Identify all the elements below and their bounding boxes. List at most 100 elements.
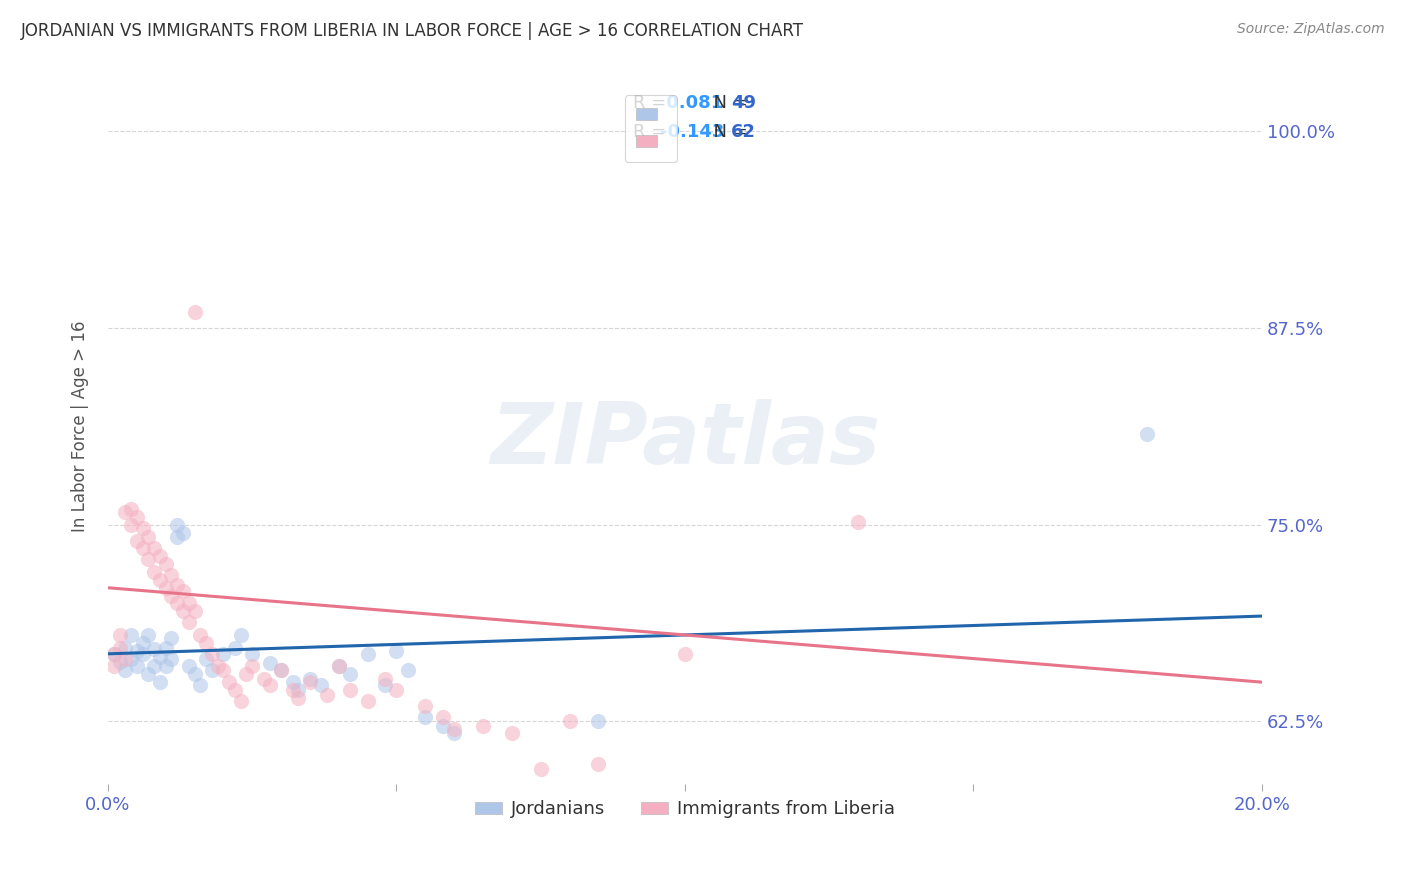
Point [259, 678, 281, 692]
Point [120, 517, 142, 532]
Point [356, 694, 378, 708]
Point [183, 667, 205, 681]
Point [443, 723, 465, 737]
Point [432, 719, 454, 733]
Point [160, 651, 183, 665]
Point [138, 530, 160, 544]
Point [443, 725, 465, 739]
Point [149, 650, 172, 665]
Point [108, 628, 131, 642]
Point [149, 573, 172, 587]
Text: 49: 49 [731, 94, 756, 112]
Point [1135, 426, 1157, 441]
Point [120, 628, 142, 642]
Point [143, 659, 166, 673]
Point [212, 663, 235, 677]
Point [281, 683, 304, 698]
Point [160, 589, 183, 603]
Point [287, 683, 309, 698]
Text: Source: ZipAtlas.com: Source: ZipAtlas.com [1237, 22, 1385, 37]
Point [143, 541, 166, 556]
Point [201, 647, 224, 661]
Point [166, 530, 188, 544]
Point [218, 675, 240, 690]
Point [166, 577, 188, 591]
Point [103, 659, 125, 673]
Point [160, 631, 183, 645]
Point [530, 762, 553, 776]
Point [125, 533, 148, 548]
Point [287, 690, 309, 705]
Point [328, 659, 350, 673]
Point [155, 640, 177, 655]
Point [149, 675, 172, 690]
Point [131, 521, 153, 535]
Point [235, 667, 257, 681]
Point [103, 647, 125, 661]
Point [125, 510, 148, 524]
Point [125, 659, 148, 673]
Point [207, 659, 229, 673]
Point [396, 663, 419, 677]
Point [183, 305, 205, 319]
Point [224, 640, 246, 655]
Point [177, 659, 200, 673]
Point [108, 640, 131, 655]
Point [253, 672, 276, 686]
Point [356, 647, 378, 661]
Point [188, 628, 211, 642]
Text: R =: R = [633, 122, 672, 141]
Point [281, 675, 304, 690]
Point [501, 725, 523, 739]
Point [588, 756, 610, 771]
Point [374, 672, 396, 686]
Y-axis label: In Labor Force | Age > 16: In Labor Force | Age > 16 [72, 321, 89, 533]
Point [673, 647, 696, 661]
Point [114, 505, 136, 519]
Point [138, 552, 160, 566]
Point [229, 694, 252, 708]
Point [114, 651, 136, 665]
Text: -0.143: -0.143 [659, 122, 724, 141]
Point [339, 683, 361, 698]
Point [316, 688, 339, 702]
Point [172, 583, 194, 598]
Text: JORDANIAN VS IMMIGRANTS FROM LIBERIA IN LABOR FORCE | AGE > 16 CORRELATION CHART: JORDANIAN VS IMMIGRANTS FROM LIBERIA IN … [21, 22, 804, 40]
Point [172, 604, 194, 618]
Text: 62: 62 [731, 122, 756, 141]
Point [131, 541, 153, 556]
Point [229, 628, 252, 642]
Point [328, 659, 350, 673]
Point [270, 663, 292, 677]
Point [143, 565, 166, 579]
Point [172, 525, 194, 540]
Point [201, 663, 224, 677]
Text: N =: N = [702, 94, 754, 112]
Point [432, 710, 454, 724]
Legend: Jordanians, Immigrants from Liberia: Jordanians, Immigrants from Liberia [467, 793, 903, 825]
Point [413, 710, 436, 724]
Point [385, 643, 408, 657]
Point [472, 719, 495, 733]
Point [846, 515, 869, 529]
Point [143, 642, 166, 657]
Point [183, 604, 205, 618]
Point [188, 678, 211, 692]
Point [138, 667, 160, 681]
Point [125, 643, 148, 657]
Point [103, 647, 125, 661]
Text: 0.081: 0.081 [659, 94, 723, 112]
Point [108, 655, 131, 669]
Point [385, 683, 408, 698]
Point [155, 659, 177, 673]
Point [166, 597, 188, 611]
Point [588, 714, 610, 729]
Point [311, 678, 333, 692]
Point [155, 557, 177, 571]
Point [240, 659, 263, 673]
Text: R =: R = [633, 94, 672, 112]
Point [195, 651, 218, 665]
Point [149, 549, 172, 564]
Point [224, 683, 246, 698]
Point [558, 714, 581, 729]
